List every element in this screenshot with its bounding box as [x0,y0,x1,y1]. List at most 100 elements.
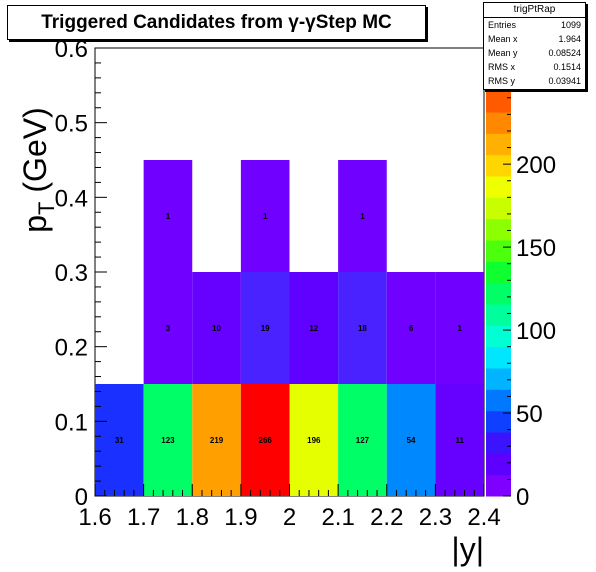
heatmap-cell [143,272,193,384]
heatmap-cell [240,160,290,272]
palette-swatch [486,176,511,198]
x-tick-label: 1.9 [224,504,257,531]
palette-swatch [486,240,511,262]
palette-swatch [486,90,511,113]
axis-ticks-layer: 1.6 1.7 1.8 1.9 2 2.1 2.2 2.3 2.4 0 0.1 0.2 0.3 0.4 0.… [55,36,501,531]
y-tick-label: 0.1 [55,409,88,436]
stats-label: Mean x [488,34,518,44]
stats-label: Mean y [488,48,518,58]
heatmap-cell [386,272,436,384]
stats-value: 0.1514 [553,62,581,72]
y-axis-label: pT (GeV) [17,107,59,232]
x-tick-label: 2.1 [321,504,354,531]
cell-labels-layer: 31 123 219 266 196 127 54 113 10 19 12 18 6 11 1 1 [115,212,465,445]
cell-value-label: 1 [457,324,462,333]
palette-swatch [486,197,511,220]
palette-swatch [486,282,511,305]
palette-swatch [486,325,511,348]
palette-swatch [486,112,511,134]
z-tick-label: 100 [516,318,556,345]
palette-swatch [486,432,511,454]
palette-swatch [486,453,511,476]
heatmap-cell [338,272,387,384]
x-tick-label: 2.3 [419,504,452,531]
cell-value-label: 12 [309,324,318,333]
z-tick-label: 50 [516,401,543,428]
palette-swatch [486,474,511,497]
z-tick-label: 0 [516,484,529,511]
heatmap-cell [289,272,339,384]
cell-value-label: 1 [263,212,268,221]
heatmap-cell [386,384,436,496]
palette-swatch [486,389,511,412]
heatmap-cell [435,272,484,384]
stats-row: Entries 1099 [484,18,585,32]
palette-swatch [486,154,511,177]
stats-box: trigPtRap Entries 1099 Mean x 1.964 Mean y 0.… [483,2,586,90]
palette-swatch [486,368,511,390]
stats-rows: Entries 1099 Mean x 1.964 Mean y 0.08524 RMS x… [484,18,585,88]
heatmap-cell [240,272,290,384]
heatmap-cell [192,272,241,384]
cell-value-label: 6 [409,324,414,333]
stats-row: Mean x 1.964 [484,32,585,46]
palette-swatch [486,410,511,433]
palette-swatch [486,261,511,284]
cell-value-label: 11 [455,436,464,445]
y-tick-label: 0.6 [55,36,88,63]
stats-row: Mean y 0.08524 [484,46,585,60]
z-tick-label: 150 [516,235,556,262]
cell-value-label: 123 [161,436,175,445]
x-tick-label: 1.7 [127,504,160,531]
x-axis-label: |y| [451,531,484,567]
stats-label: Entries [488,20,517,30]
heatmap-cell [95,384,144,496]
heatmap-cell [192,384,241,496]
palette-swatch [486,133,511,156]
heatmap-cell [289,384,339,496]
heatmap-cell [143,160,193,272]
stats-value: 1.964 [558,34,581,44]
cell-value-label: 1 [166,212,171,221]
x-tick-label: 1.6 [78,504,111,531]
palette-swatch [486,346,511,369]
cell-value-label: 18 [358,324,367,333]
cell-value-label: 10 [212,324,221,333]
stats-title: trigPtRap [484,3,585,18]
stats-label: RMS x [488,62,515,72]
svg-text:pT (GeV): pT (GeV) [17,107,59,232]
palette-swatch [486,304,511,326]
stats-value: 1099 [560,20,581,30]
cell-value-label: 219 [210,436,224,445]
y-tick-label: 0.4 [55,185,88,212]
stats-value: 0.08524 [548,48,581,58]
stats-row: RMS y 0.03941 [484,74,585,88]
x-tick-label: 1.8 [176,504,209,531]
stats-label: RMS y [488,76,515,86]
heatmap-cell [240,384,290,496]
y-tick-label: 0.3 [55,260,88,287]
cell-value-label: 196 [307,436,321,445]
cells-layer [95,160,484,496]
y-tick-label: 0 [75,484,88,511]
cell-value-label: 127 [356,436,370,445]
cell-value-label: 19 [261,324,270,333]
stats-value: 0.03941 [548,76,581,86]
palette-swatch [486,218,511,241]
y-tick-label: 0.2 [55,335,88,362]
cell-value-label: 266 [259,436,273,445]
color-scale: 0 50 100 150 200 [486,48,556,511]
heatmap-cell [143,384,193,496]
chart-title: Triggered Candidates from γ-γStep MC [7,5,426,40]
heatmap-cell [338,384,387,496]
heatmap-cell [338,160,387,272]
heatmap-cell [435,384,484,496]
cell-value-label: 31 [115,436,124,445]
cell-value-label: 3 [166,324,171,333]
cell-value-label: 54 [407,436,416,445]
x-tick-label: 2.4 [467,504,500,531]
z-tick-label: 200 [516,152,556,179]
stats-row: RMS x 0.1514 [484,60,585,74]
cell-value-label: 1 [360,212,365,221]
